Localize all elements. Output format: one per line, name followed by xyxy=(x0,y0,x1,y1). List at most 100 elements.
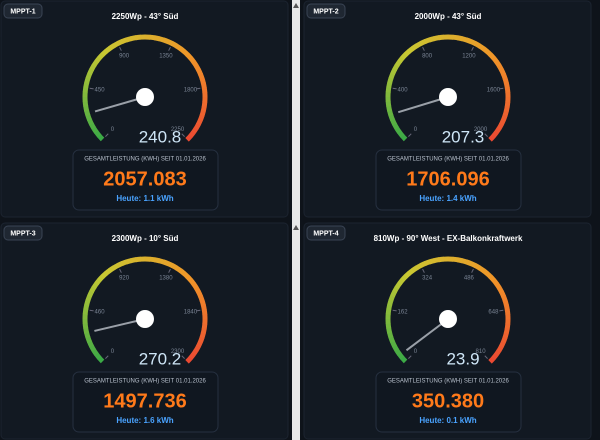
panel-title: 2250Wp - 43° Süd xyxy=(112,12,179,21)
total-header: GESAMTLEISTUNG (KWH) SEIT 01.01.2026 xyxy=(387,157,509,163)
gauge-tick-label: 0 xyxy=(414,127,418,133)
gauge-arc xyxy=(182,49,190,57)
gauge-arc xyxy=(185,274,193,283)
gauge-value: 23.9 xyxy=(446,349,479,368)
gauge-arc xyxy=(465,37,473,45)
panel-label-box xyxy=(3,225,43,241)
gauge-arc xyxy=(83,81,90,89)
panel-label: MPPT-3 xyxy=(10,230,35,237)
gauge-arc xyxy=(403,271,412,279)
gauge-arc xyxy=(394,126,402,134)
total-box xyxy=(375,371,522,433)
gauge-arc xyxy=(97,52,105,60)
gauge-value: 240.8 xyxy=(139,127,182,146)
gauge-arc xyxy=(496,123,504,131)
gauge-arc xyxy=(89,63,97,71)
gauge-tick-label: 900 xyxy=(119,54,130,60)
gauge-arc xyxy=(491,130,499,139)
total-value: 2057.083 xyxy=(103,168,186,190)
gauge-arc xyxy=(197,336,205,344)
gauge-arc xyxy=(125,258,133,265)
gauge-arc xyxy=(201,323,208,330)
gauge-arc xyxy=(386,105,393,112)
gauge-arc xyxy=(504,87,511,94)
gauge-arc xyxy=(91,126,99,134)
gauge-arc xyxy=(411,265,419,273)
scrollbar[interactable] xyxy=(292,0,300,440)
gauge-arc xyxy=(456,257,464,264)
panel-label: MPPT-1 xyxy=(10,8,35,15)
gauge-arc xyxy=(94,277,102,286)
scroll-arrow[interactable] xyxy=(293,3,299,8)
gauge-arc xyxy=(194,286,201,294)
total-header: GESAMTLEISTUNG (KWH) SEIT 01.01.2026 xyxy=(84,157,206,163)
gauge-tick-label: 920 xyxy=(119,276,130,282)
panel-label-box xyxy=(306,3,346,19)
gauge-arc xyxy=(200,304,207,311)
gauge-arc xyxy=(392,63,400,71)
gauge-arc xyxy=(199,332,206,339)
gauge-arc xyxy=(419,261,427,268)
panel-title: 2000Wp - 43° Süd xyxy=(415,12,482,21)
gauge-arc xyxy=(191,60,199,68)
gauge-arc xyxy=(178,46,187,54)
gauge-arc xyxy=(424,37,431,44)
gauge-tick xyxy=(499,309,504,312)
gauge-arc xyxy=(415,41,423,48)
gauge-arc xyxy=(503,82,510,89)
gauge-arc xyxy=(116,261,124,268)
gauge-arc xyxy=(497,64,504,72)
gauge-arc xyxy=(385,308,392,315)
gauge-tick xyxy=(105,355,109,359)
gauge-arc xyxy=(185,356,193,364)
gauge-arc xyxy=(153,257,161,264)
panel-label-box xyxy=(306,225,346,241)
gauge-arc xyxy=(83,105,90,112)
gauge-arc xyxy=(112,41,120,48)
gauge-arc xyxy=(388,114,395,121)
gauge-tick xyxy=(119,268,122,273)
gauge-arc xyxy=(388,72,396,80)
gauge-arc xyxy=(497,286,504,294)
gauge-arc xyxy=(474,263,482,271)
gauge-arc xyxy=(400,52,408,60)
gauge-tick xyxy=(168,46,171,51)
total-value: 1497.736 xyxy=(103,390,186,412)
panel-label: MPPT-4 xyxy=(313,230,338,237)
gauge-arc xyxy=(135,34,142,41)
gauge-arc xyxy=(89,285,97,293)
gauge-arc xyxy=(469,39,477,47)
total-box xyxy=(375,149,522,211)
gauge-tick xyxy=(392,87,397,90)
gauge-arc xyxy=(125,36,133,43)
total-value: 350.380 xyxy=(412,390,484,412)
gauge-arc xyxy=(397,352,405,360)
gauge-arc xyxy=(500,114,508,122)
gauge-arc xyxy=(501,73,508,80)
gauge-arc xyxy=(433,35,440,42)
gauge-arc xyxy=(83,303,90,311)
gauge-hub xyxy=(439,310,457,328)
gauge-arc xyxy=(196,290,203,298)
gauge-tick-label: 486 xyxy=(464,276,475,282)
gauge-tick-label: 324 xyxy=(422,276,433,282)
gauge-arc xyxy=(428,36,436,43)
gauge-arc xyxy=(498,118,506,126)
gauge-arc xyxy=(188,56,196,64)
scroll-arrow[interactable] xyxy=(293,225,299,230)
gauge-arc xyxy=(390,340,397,348)
gauge-arc xyxy=(196,68,203,76)
gauge-arc xyxy=(433,257,440,264)
gauge-tick xyxy=(471,46,474,51)
gauge-arc xyxy=(419,39,427,46)
total-header: GESAMTLEISTUNG (KWH) SEIT 01.01.2026 xyxy=(387,379,509,385)
gauge-arc xyxy=(502,110,509,117)
gauge-arc xyxy=(97,274,105,282)
gauge-arc xyxy=(452,256,459,263)
gauge-arc xyxy=(149,256,156,263)
today-value: Heute: 1.1 kWh xyxy=(116,194,173,203)
gauge-arc xyxy=(97,133,105,142)
gauge-arc xyxy=(502,299,509,307)
gauge-arc xyxy=(175,43,183,51)
gauge-tick xyxy=(471,268,474,273)
